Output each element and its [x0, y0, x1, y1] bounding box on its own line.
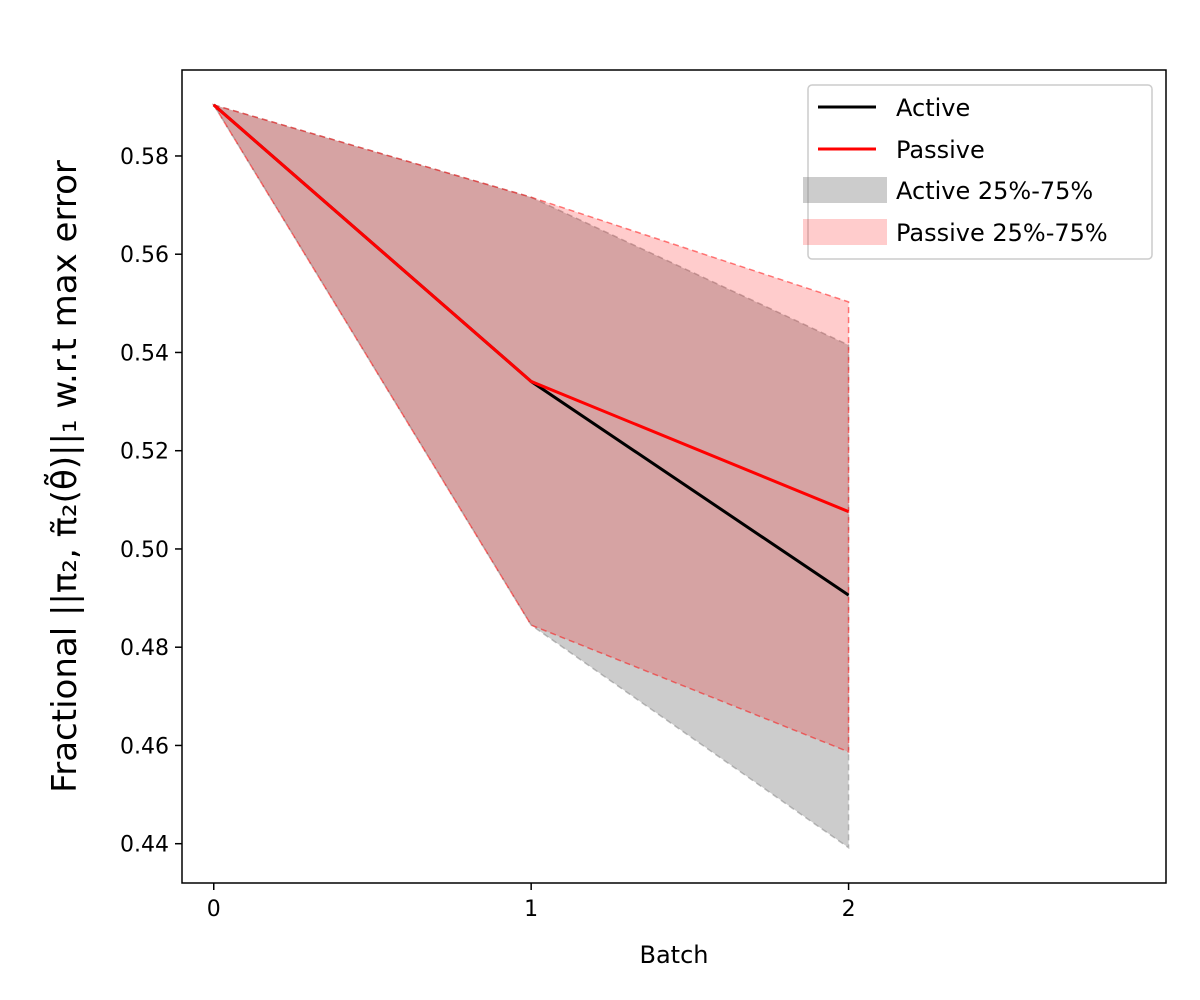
- legend-label-active-band: Active 25%-75%: [896, 177, 1093, 205]
- y-tick-label: 0.58: [120, 145, 169, 170]
- legend-box: [807, 84, 1153, 260]
- y-tick-label: 0.48: [120, 636, 169, 661]
- x-axis-label: Batch: [640, 941, 709, 969]
- legend-label-passive-band: Passive 25%-75%: [896, 219, 1108, 247]
- bands-layer: [212, 103, 850, 850]
- y-tick-label: 0.54: [120, 341, 169, 366]
- x-tick-label: 2: [842, 897, 856, 922]
- y-axis: 0.44 0.46 0.48 0.50 0.52 0.54 0.56 0.58: [120, 145, 182, 858]
- lines-layer: [212, 103, 850, 597]
- x-tick-label: 1: [524, 897, 538, 922]
- series-line-passive: [212, 103, 850, 514]
- legend-label-active: Active: [896, 94, 970, 122]
- plot-frame: [181, 69, 1167, 884]
- band-passive: [212, 103, 850, 753]
- x-axis: 0 1 2: [207, 883, 856, 922]
- legend-label-passive: Passive: [896, 136, 985, 164]
- y-tick-label: 0.50: [120, 538, 169, 563]
- y-axis-label: Fractional ||π₂, π̃₂(θ̃)||₁ w.r.t max er…: [43, 160, 85, 793]
- y-tick-label: 0.44: [120, 833, 169, 858]
- y-tick-label: 0.56: [120, 243, 169, 268]
- y-tick-label: 0.52: [120, 440, 169, 465]
- legend-swatch-passive-band: [803, 219, 887, 245]
- y-tick-label: 0.46: [120, 734, 169, 759]
- legend: Active Passive Active 25%-75% Passive 25…: [803, 84, 1153, 260]
- legend-swatch-active-band: [803, 177, 887, 203]
- x-tick-label: 0: [207, 897, 221, 922]
